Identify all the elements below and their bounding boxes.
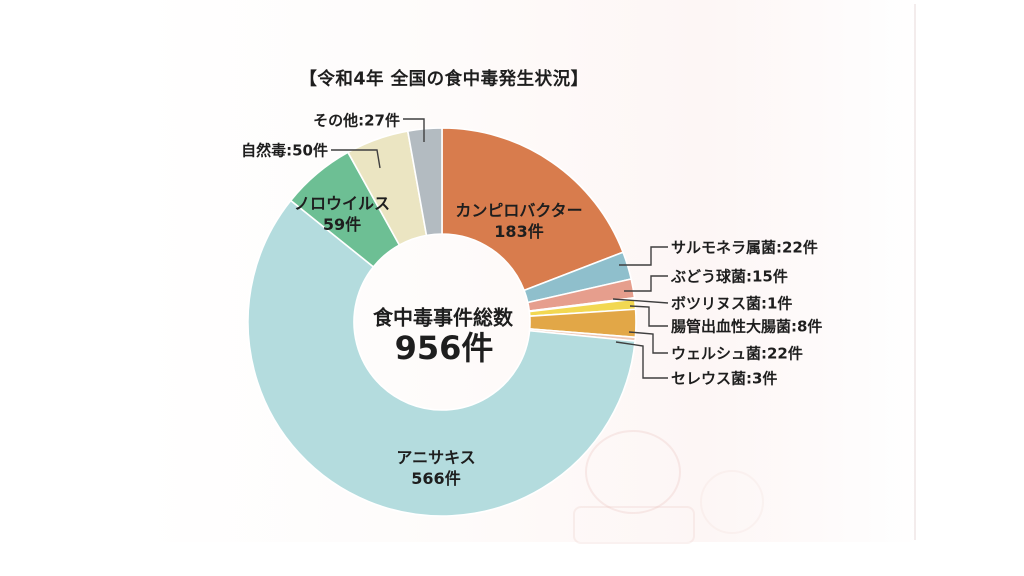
leader-line-staphylococcus bbox=[624, 275, 668, 292]
segment-label-campylobacter: カンピロバクター 183件 bbox=[455, 200, 582, 242]
leader-line-natural-toxin bbox=[331, 149, 381, 169]
page-edge-line bbox=[914, 4, 916, 540]
center-total-value: 956件 bbox=[394, 329, 494, 367]
leader-line-cereus bbox=[615, 341, 668, 379]
segment-label-ehec: 腸管出血性大腸菌:8件 bbox=[671, 317, 823, 336]
segment-anisakis bbox=[247, 199, 636, 517]
segment-value-label: 566件 bbox=[411, 469, 461, 488]
segment-campylobacter bbox=[441, 127, 624, 292]
segment-label-norovirus: ノロウイルス 59件 bbox=[294, 193, 390, 235]
segment-others bbox=[406, 127, 443, 237]
leader-line-welchii bbox=[628, 331, 668, 354]
leader-line-others bbox=[403, 118, 425, 142]
leader-line-salmonella bbox=[619, 246, 668, 266]
segment-value-label: 183件 bbox=[494, 222, 544, 241]
segment-label-botulinum: ボツリヌス菌:1件 bbox=[671, 294, 793, 313]
center-caption: 食中毒事件総数 bbox=[373, 305, 513, 330]
segment-name-label: アニサキス bbox=[396, 448, 476, 467]
segment-name-label: ノロウイルス bbox=[293, 194, 391, 213]
segment-label-welchii: ウェルシュ菌:22件 bbox=[671, 344, 803, 363]
leader-line-botulinum bbox=[612, 298, 669, 304]
segment-label-staphylococcus: ぶどう球菌:15件 bbox=[671, 267, 788, 286]
segment-label-others: その他:27件 bbox=[313, 111, 400, 130]
leader-line-ehec bbox=[629, 305, 668, 327]
segment-label-cereus: セレウス菌:3件 bbox=[671, 369, 778, 388]
chart-title: 【令和4年 全国の食中毒発生状況】 bbox=[299, 69, 589, 90]
segment-value-label: 59件 bbox=[322, 215, 362, 234]
segment-label-natural-toxin: 自然毒:50件 bbox=[241, 141, 328, 160]
segment-label-anisakis: アニサキス 566件 bbox=[396, 447, 475, 489]
segment-label-salmonella: サルモネラ属菌:22件 bbox=[671, 238, 818, 257]
segment-name-label: カンピロバクター bbox=[455, 201, 583, 220]
